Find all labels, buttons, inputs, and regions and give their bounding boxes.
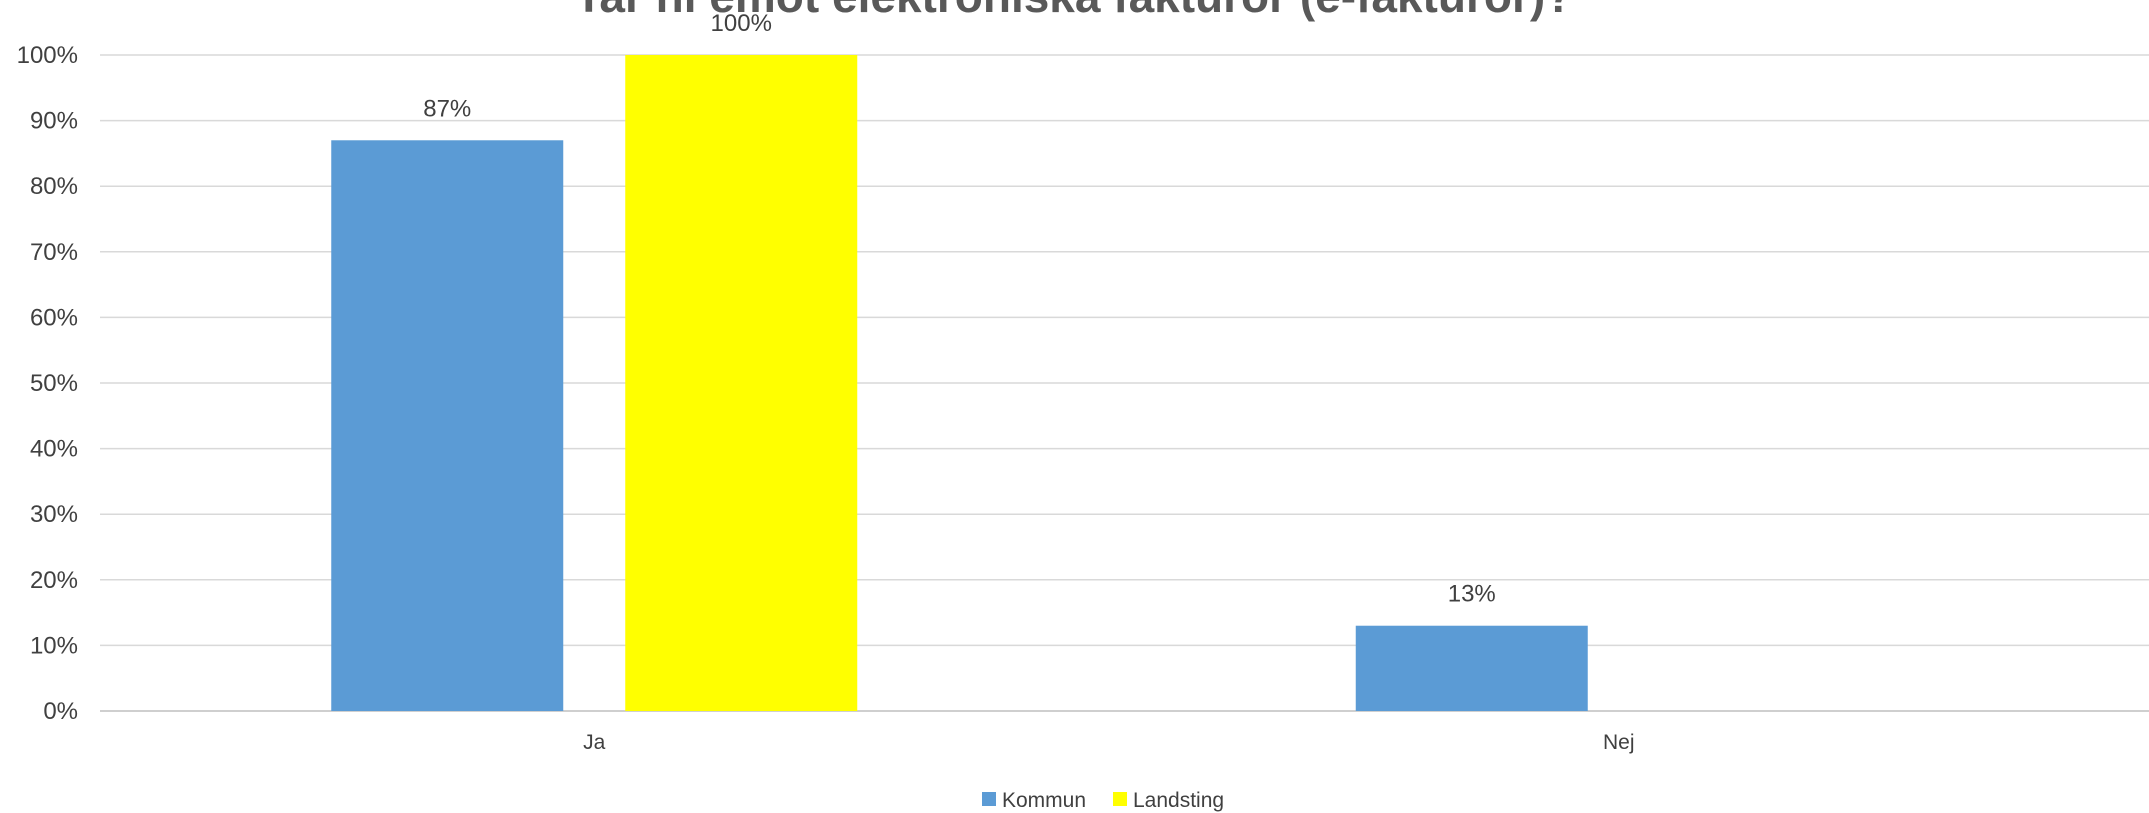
y-tick-label: 40% [30, 436, 78, 463]
data-label: 87% [423, 95, 471, 122]
x-tick-label: Nej [1603, 731, 1635, 754]
legend-swatch-landsting [1113, 792, 1127, 806]
data-label: 100% [711, 10, 772, 37]
y-tick-label: 0% [43, 698, 78, 725]
y-tick-label: 30% [30, 501, 78, 528]
data-label: 13% [1448, 581, 1496, 608]
y-tick-label: 50% [30, 370, 78, 397]
data-labels: 87% 100% 13% [423, 10, 1496, 608]
legend: Kommun Landsting [982, 789, 1224, 812]
y-tick-label: 70% [30, 239, 78, 266]
bars [331, 55, 1588, 711]
y-tick-label: 10% [30, 632, 78, 659]
y-axis-ticks: 0% 10% 20% 30% 40% 50% 60% 70% 80% 90% 100% [17, 42, 78, 725]
legend-swatch-kommun [982, 792, 996, 806]
bar-kommun-ja [331, 140, 564, 711]
y-tick-label: 90% [30, 108, 78, 135]
legend-label-landsting: Landsting [1133, 789, 1224, 812]
bar-landsting-ja [625, 55, 858, 711]
legend-label-kommun: Kommun [1002, 789, 1086, 812]
y-tick-label: 100% [17, 42, 78, 69]
y-tick-label: 20% [30, 567, 78, 594]
bar-kommun-nej [1355, 625, 1588, 711]
y-tick-label: 80% [30, 173, 78, 200]
x-axis-ticks: Ja Nej [583, 731, 1634, 754]
chart-title: Tar ni emot elektroniska fakturor (e-fak… [575, 0, 1574, 22]
x-tick-label: Ja [583, 731, 606, 754]
y-tick-label: 60% [30, 304, 78, 331]
